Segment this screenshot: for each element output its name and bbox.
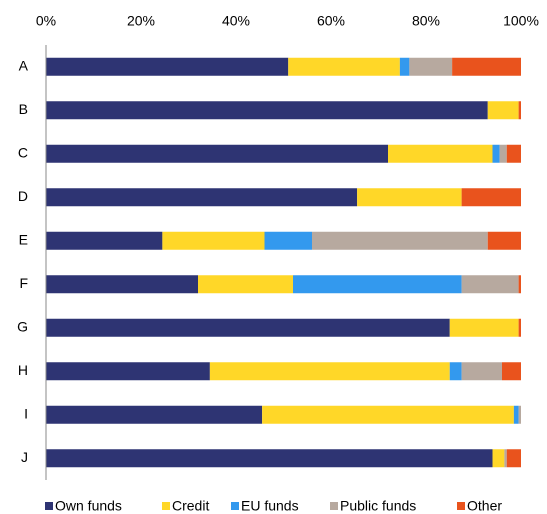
legend-swatch: [162, 502, 170, 510]
legend-label: Own funds: [55, 498, 122, 514]
y-tick-label: B: [19, 101, 28, 117]
legend-swatch: [231, 502, 239, 510]
bar-segment: [518, 101, 521, 120]
bar-segment: [487, 231, 521, 250]
bar-segment: [46, 101, 488, 120]
bar-segment: [492, 144, 500, 163]
bar-segment: [449, 362, 462, 381]
x-tick-label: 0%: [36, 13, 56, 29]
bar-segment: [518, 275, 521, 294]
bar-segment: [162, 231, 265, 250]
bar-segment: [46, 57, 289, 76]
bar-segment: [46, 144, 388, 163]
bar-segment: [449, 318, 519, 337]
bar-segment: [209, 362, 450, 381]
legend-swatch: [457, 502, 465, 510]
bar-segment: [198, 275, 293, 294]
y-tick-label: J: [21, 449, 28, 465]
x-tick-label: 80%: [412, 13, 440, 29]
bar-segment: [461, 188, 521, 207]
y-tick-label: F: [19, 275, 28, 291]
legend-swatch: [330, 502, 338, 510]
legend-label: Credit: [172, 498, 209, 514]
bar-segment: [46, 362, 210, 381]
bar-segment: [288, 57, 400, 76]
bar-segment: [388, 144, 493, 163]
x-tick-label: 40%: [222, 13, 250, 29]
bar-segment: [262, 405, 514, 424]
bar-segment: [399, 57, 410, 76]
y-tick-label: I: [24, 405, 28, 421]
bar-segment: [452, 57, 521, 76]
bar-segment: [506, 449, 521, 468]
bar-segment: [502, 362, 521, 381]
y-tick-label: E: [19, 231, 28, 247]
y-tick-label: D: [18, 188, 28, 204]
bar-segment: [518, 405, 521, 424]
bar-segment: [46, 188, 358, 207]
bar-segment: [518, 318, 521, 337]
legend-label: Other: [467, 498, 502, 514]
bar-segment: [46, 449, 493, 468]
bar-segment: [46, 405, 263, 424]
bar-segment: [504, 449, 507, 468]
x-tick-label: 60%: [317, 13, 345, 29]
x-tick-label: 100%: [503, 13, 539, 29]
legend-swatch: [45, 502, 53, 510]
bar-segment: [506, 144, 521, 163]
y-tick-label: C: [18, 144, 28, 160]
bar-segment: [409, 57, 453, 76]
bar-segment: [461, 275, 519, 294]
bar-segment: [46, 231, 163, 250]
bar-segment: [264, 231, 312, 250]
bar-segment: [46, 275, 198, 294]
bar-segment: [487, 101, 519, 120]
bar-segment: [357, 188, 462, 207]
y-tick-label: A: [19, 57, 29, 73]
bar-segment: [513, 405, 519, 424]
bar-segment: [492, 449, 505, 468]
y-tick-label: G: [17, 318, 28, 334]
x-tick-label: 20%: [127, 13, 155, 29]
bar-segment: [312, 231, 488, 250]
bar-segment: [293, 275, 462, 294]
y-tick-label: H: [18, 362, 28, 378]
legend-label: Public funds: [340, 498, 416, 514]
bar-segment: [46, 318, 450, 337]
bar-segment: [461, 362, 502, 381]
legend-label: EU funds: [241, 498, 299, 514]
bar-segment: [499, 144, 507, 163]
